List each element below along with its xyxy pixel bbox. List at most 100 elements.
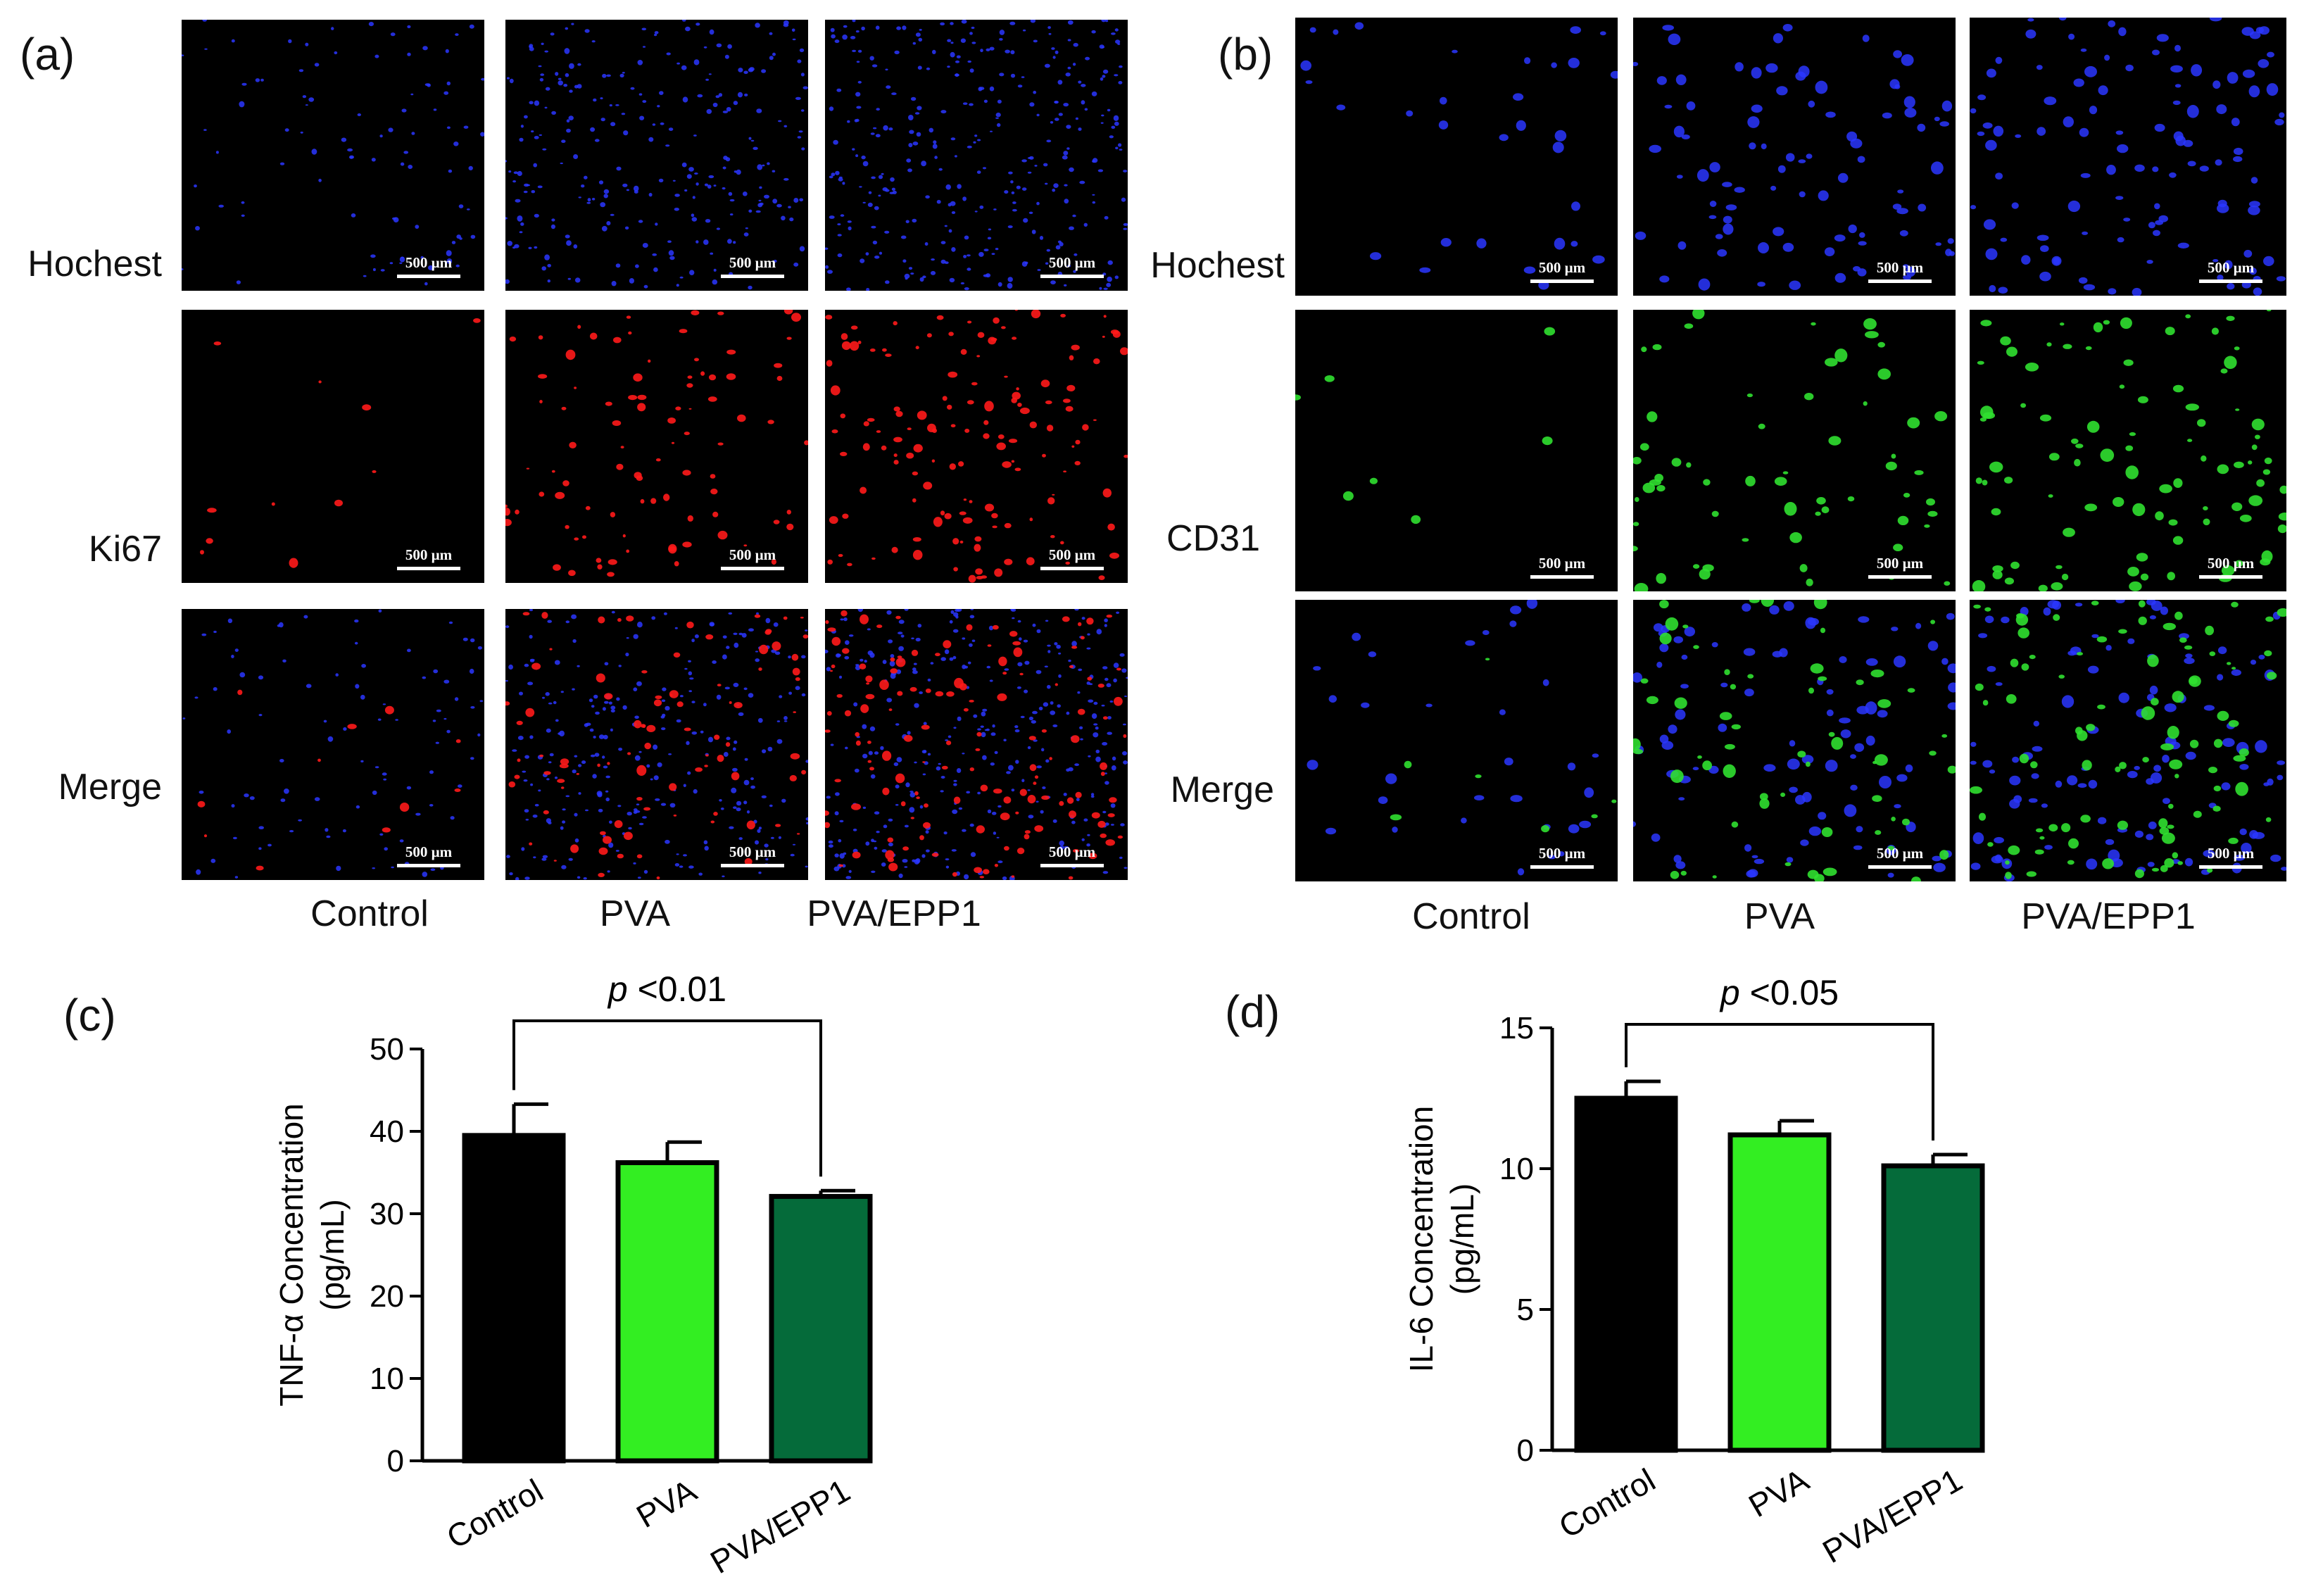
- chart-d-bar-pva-epp1: [1881, 1163, 1985, 1453]
- panel-b-col-label-pva: PVA: [1744, 896, 1815, 937]
- scale-bar-line: [1868, 575, 1932, 579]
- scale-bar-line: [721, 275, 784, 278]
- chart-c-y-tick-label: 40: [370, 1114, 404, 1149]
- scale-bar-label: 500 µm: [2207, 555, 2255, 572]
- scale-bar-label: 500 µm: [1876, 845, 1924, 862]
- scale-bar: 500 µm: [397, 843, 460, 867]
- chart-tnf-alpha: 0 10 20 30 40 50 TNF-α Concentration (pg/mL) Con…: [0, 969, 1056, 1591]
- chart-d-bar-pva: [1727, 1132, 1832, 1453]
- panel-a-label: (a): [20, 29, 75, 80]
- panel-a-col-label-pva-epp1: PVA/EPP1: [807, 893, 981, 934]
- scale-bar: 500 µm: [2199, 845, 2262, 869]
- scale-bar: 500 µm: [1868, 259, 1932, 283]
- scale-bar: 500 µm: [1868, 555, 1932, 579]
- chart-c-x-tick-label: Control: [441, 1472, 549, 1556]
- panel-a-image-ki67-control: 500 µm: [182, 310, 484, 583]
- chart-c-significance-bracket: [512, 1019, 822, 1177]
- chart-c-bar-pva-epp1: [769, 1193, 873, 1464]
- panel-a-image-ki67-pva: 500 µm: [505, 310, 808, 583]
- scale-bar-label: 500 µm: [1048, 546, 1096, 563]
- scale-bar-label: 500 µm: [1876, 555, 1924, 572]
- chart-d-y-tick-label: 15: [1499, 1011, 1534, 1045]
- scale-bar-line: [2199, 865, 2262, 869]
- scale-bar-line: [1868, 279, 1932, 283]
- scale-bar-label: 500 µm: [405, 843, 453, 860]
- scale-bar-line: [1040, 567, 1104, 570]
- panel-a-col-label-control: Control: [310, 893, 429, 934]
- scale-bar-line: [1040, 275, 1104, 278]
- scale-bar-label: 500 µm: [1538, 845, 1586, 862]
- panel-b-row-label-merge: Merge: [1170, 769, 1274, 810]
- chart-d-y-tick-label: 0: [1517, 1433, 1534, 1468]
- scale-bar-line: [1530, 865, 1594, 869]
- chart-il6: 0 5 10 15 IL-6 Concentration (pg/mL) Control PV…: [1337, 972, 2304, 1591]
- chart-d-x-tick-label: PVA/EPP1: [1816, 1462, 1968, 1571]
- scale-bar: 500 µm: [2199, 555, 2262, 579]
- panel-b-image-hochest-pva: 500 µm: [1633, 18, 1956, 296]
- scale-bar: 500 µm: [2199, 259, 2262, 283]
- panel-b-image-cd31-pva: 500 µm: [1633, 310, 1956, 591]
- chart-c-y-tick-label: 20: [370, 1279, 404, 1314]
- panel-a-row-label-ki67: Ki67: [88, 529, 162, 570]
- panel-a-image-ki67-pva-epp1: 500 µm: [825, 310, 1128, 583]
- panel-a-image-hochest-pva: 500 µm: [505, 20, 808, 291]
- scale-bar: 500 µm: [721, 843, 784, 867]
- scale-bar-label: 500 µm: [405, 546, 453, 563]
- scale-bar-line: [721, 864, 784, 867]
- scale-bar-label: 500 µm: [729, 546, 776, 563]
- chart-d-x-tick-label: PVA: [1742, 1461, 1815, 1524]
- chart-d-y-tick-label: 5: [1517, 1293, 1534, 1327]
- panel-a-image-merge-pva-epp1: 500 µm: [825, 609, 1128, 880]
- panel-a-image-hochest-control: 500 µm: [182, 20, 484, 291]
- scale-bar-line: [397, 864, 460, 867]
- scale-bar-line: [2199, 575, 2262, 579]
- scale-bar-label: 500 µm: [1538, 555, 1586, 572]
- chart-d-y-label-line1: IL-6 Concentration: [1403, 1106, 1440, 1372]
- chart-d-significance-bracket: [1625, 1023, 1934, 1141]
- scale-bar-label: 500 µm: [1048, 254, 1096, 271]
- scale-bar-line: [721, 567, 784, 570]
- chart-d-significance-label: p <0.05: [1719, 973, 1839, 1012]
- panel-b-image-merge-control: 500 µm: [1295, 600, 1618, 881]
- scale-bar: 500 µm: [721, 254, 784, 278]
- panel-a-image-merge-control: 500 µm: [182, 609, 484, 880]
- panel-b-col-label-control: Control: [1412, 896, 1530, 937]
- scale-bar-label: 500 µm: [2207, 845, 2255, 862]
- panel-b-row-label-hochest: Hochest: [1150, 245, 1285, 286]
- chart-c-bar-pva: [615, 1160, 719, 1464]
- scale-bar-line: [397, 275, 460, 278]
- panel-b-label: (b): [1218, 29, 1273, 80]
- chart-c-y-label-line2: (pg/mL): [314, 1199, 351, 1310]
- chart-c-x-tick-label: PVA/EPP1: [704, 1472, 856, 1581]
- panel-a-row-label-merge: Merge: [58, 767, 162, 808]
- scale-bar: 500 µm: [721, 546, 784, 570]
- panel-b-image-hochest-pva-epp1: 500 µm: [1970, 18, 2286, 296]
- scale-bar-label: 500 µm: [729, 843, 776, 860]
- scale-bar-line: [1868, 865, 1932, 869]
- panel-a-image-merge-pva: 500 µm: [505, 609, 808, 880]
- scale-bar: 500 µm: [1530, 555, 1594, 579]
- panel-b-image-merge-pva-epp1: 500 µm: [1970, 600, 2286, 881]
- chart-il6-svg: 0 5 10 15 IL-6 Concentration (pg/mL) Control PV…: [1403, 973, 1985, 1571]
- scale-bar: 500 µm: [1040, 843, 1104, 867]
- scale-bar-label: 500 µm: [1876, 259, 1924, 276]
- scale-bar: 500 µm: [1530, 845, 1594, 869]
- chart-d-bar-control: [1574, 1095, 1678, 1453]
- panel-b-image-hochest-control: 500 µm: [1295, 18, 1618, 296]
- panel-b-image-cd31-pva-epp1: 500 µm: [1970, 310, 2286, 591]
- scale-bar-line: [397, 567, 460, 570]
- panel-a-row-label-hochest: Hochest: [27, 244, 162, 284]
- scale-bar-label: 500 µm: [2207, 259, 2255, 276]
- scale-bar-label: 500 µm: [1048, 843, 1096, 860]
- scale-bar-line: [1040, 864, 1104, 867]
- scale-bar: 500 µm: [1868, 845, 1932, 869]
- scale-bar-label: 500 µm: [729, 254, 776, 271]
- scale-bar: 500 µm: [1040, 254, 1104, 278]
- panel-a-image-hochest-pva-epp1: 500 µm: [825, 20, 1128, 291]
- scale-bar: 500 µm: [1040, 546, 1104, 570]
- scale-bar: 500 µm: [1530, 259, 1594, 283]
- panel-b-image-merge-pva: 500 µm: [1633, 600, 1956, 881]
- panel-a-col-label-pva: PVA: [599, 893, 671, 934]
- chart-c-x-tick-label: PVA: [630, 1471, 703, 1535]
- chart-d-y-tick-label: 10: [1499, 1152, 1534, 1186]
